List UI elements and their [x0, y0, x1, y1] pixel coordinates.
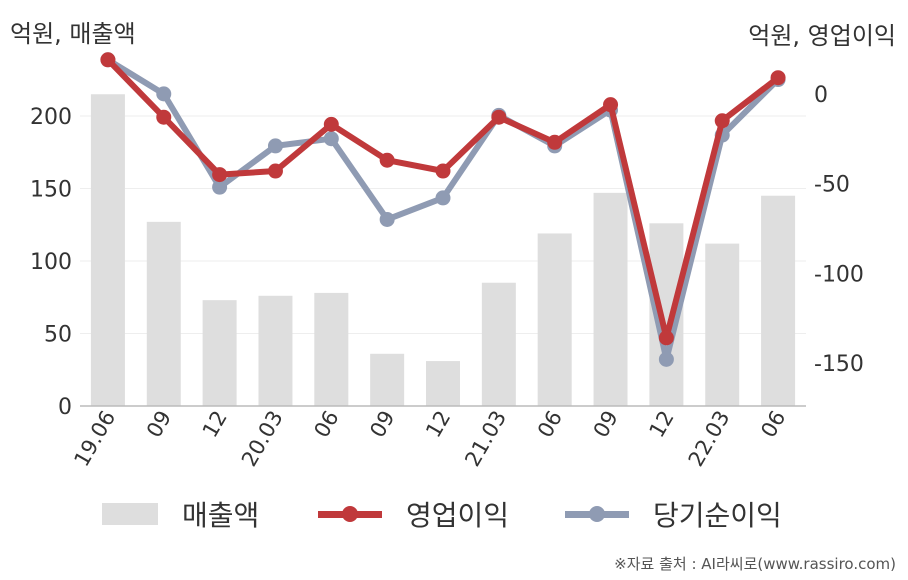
- operating-income-point: [658, 330, 674, 346]
- x-tick-label: 20.03: [237, 407, 288, 471]
- legend-item-operating-income: 영업이익: [318, 492, 509, 536]
- left-tick-label: 0: [58, 395, 72, 420]
- net-income-point: [156, 86, 172, 102]
- x-tick-label: 21.03: [460, 407, 511, 471]
- revenue-bar: [314, 292, 349, 406]
- x-tick-label: 19.06: [69, 407, 120, 471]
- revenue-bar: [258, 295, 293, 406]
- x-tick-label: 09: [365, 407, 399, 442]
- operating-income-point: [267, 163, 283, 179]
- left-tick-label: 100: [30, 250, 72, 275]
- operating-income-point: [547, 134, 563, 150]
- revenue-bar: [146, 221, 181, 406]
- left-tick-label: 150: [30, 178, 72, 203]
- operating-income-point: [323, 116, 339, 132]
- legend-swatch-revenue: [102, 503, 158, 525]
- revenue-bar: [90, 94, 125, 406]
- revenue-bars: [90, 94, 796, 406]
- net-income-point: [435, 190, 451, 206]
- legend-swatch-net-income: [565, 503, 629, 525]
- legend: 매출액 영업이익 당기순이익: [0, 492, 908, 536]
- right-tick-label: -100: [814, 262, 864, 287]
- net-income-point: [267, 138, 283, 154]
- x-tick-label: 09: [589, 407, 623, 442]
- operating-income-point: [156, 109, 172, 125]
- net-income-point: [323, 131, 339, 147]
- income-lines: [100, 52, 786, 367]
- x-tick-label: 12: [645, 407, 679, 442]
- x-tick-label: 06: [533, 407, 567, 442]
- x-tick-label: 22.03: [684, 407, 735, 471]
- net-income-point: [658, 351, 674, 367]
- source-note: ※자료 출처 : AI라씨로(www.rassiro.com): [614, 555, 896, 573]
- left-tick-label: 200: [30, 105, 72, 130]
- operating-income-point: [212, 167, 228, 183]
- right-tick-label: -150: [814, 352, 864, 377]
- right-tick-label: 0: [814, 83, 828, 108]
- legend-item-net-income: 당기순이익: [565, 492, 782, 536]
- operating-income-point: [491, 109, 507, 125]
- revenue-bar: [370, 353, 405, 406]
- revenue-bar: [202, 300, 237, 406]
- legend-label-operating-income: 영업이익: [406, 499, 510, 532]
- legend-label-net-income: 당기순이익: [653, 499, 782, 532]
- operating-income-point: [100, 52, 116, 68]
- operating-income-point: [714, 113, 730, 129]
- revenue-bar: [426, 361, 460, 406]
- legend-swatch-operating-income: [318, 503, 382, 525]
- revenue-bar: [593, 192, 628, 406]
- left-axis-unit: 억원, 매출액: [10, 20, 136, 48]
- operating-income-point: [379, 152, 395, 168]
- revenue-bar: [705, 243, 740, 406]
- x-tick-label: 09: [142, 407, 176, 442]
- right-axis-unit: 억원, 영업이익: [748, 22, 896, 50]
- net-income-point: [379, 211, 395, 227]
- operating-income-point: [770, 70, 786, 86]
- x-tick-label: 06: [309, 407, 343, 442]
- left-tick-label: 50: [44, 323, 72, 348]
- legend-item-revenue: 매출액: [102, 492, 259, 536]
- right-tick-label: -50: [814, 173, 850, 198]
- net-income-point: [212, 179, 228, 195]
- x-tick-label: 12: [421, 407, 455, 442]
- revenue-bar: [537, 233, 572, 406]
- revenue-bar: [761, 195, 796, 406]
- operating-income-point: [603, 97, 619, 113]
- x-tick-label: 12: [198, 407, 232, 442]
- x-tick-label: 06: [756, 407, 790, 442]
- revenue-bar: [481, 282, 516, 406]
- legend-label-revenue: 매출액: [182, 499, 260, 532]
- operating-income-point: [435, 163, 451, 179]
